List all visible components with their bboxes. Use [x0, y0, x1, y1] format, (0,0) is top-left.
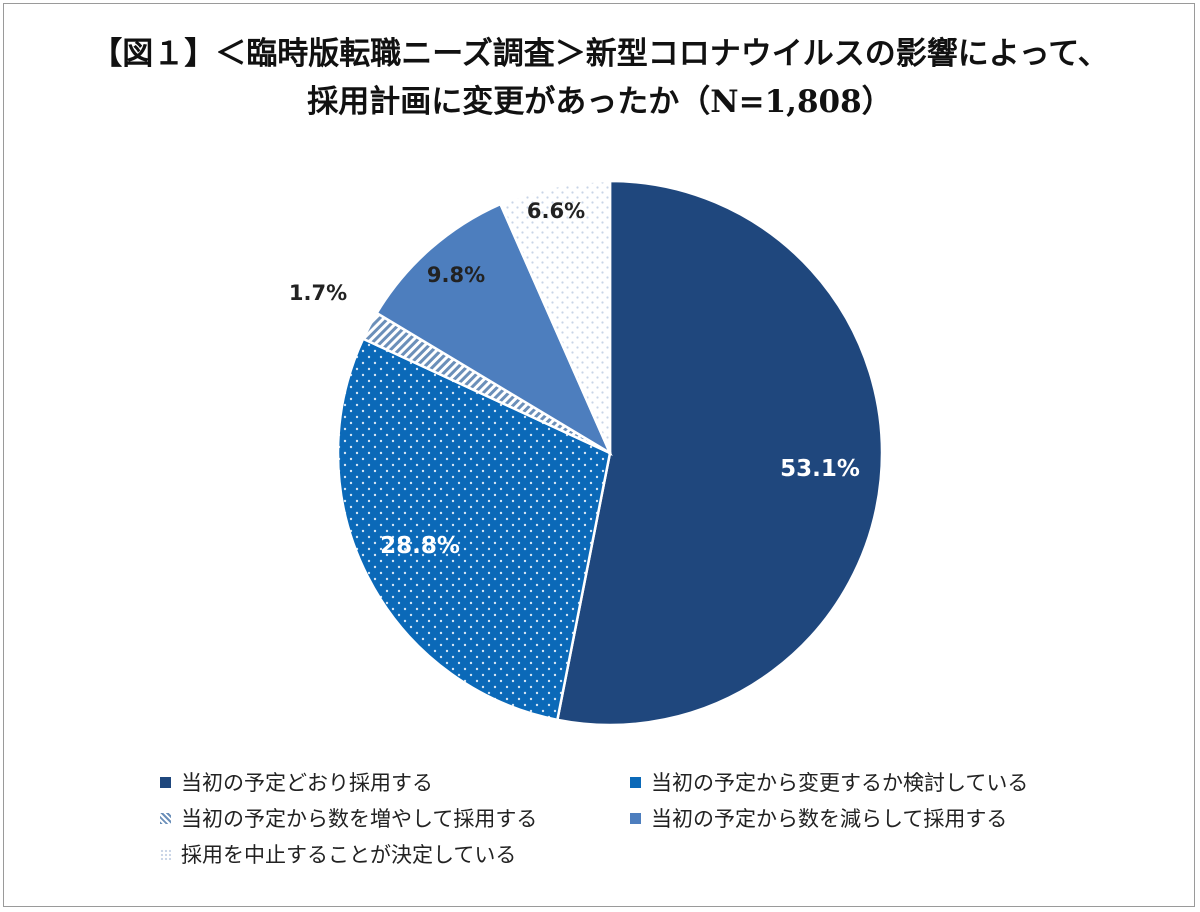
legend-swatch-2	[630, 776, 641, 788]
legend-label-3: 当初の予定から数を増やして採用する	[181, 807, 538, 831]
pie-slices	[336, 179, 884, 727]
legend-label-4: 当初の予定から数を減らして採用する	[651, 807, 1008, 831]
legend-swatch-5	[160, 848, 171, 860]
chart-subtitle: 採用計画に変更があったか（N=1,808）	[307, 84, 893, 120]
legend-item-2: 当初の予定から変更するか検討している	[630, 768, 1080, 796]
pie-slice-5	[498, 179, 612, 454]
pie-data-labels: 53.1% 28.8% 1.7% 9.8% 6.6%	[289, 199, 860, 559]
legend-label-5: 採用を中止することが決定している	[181, 843, 517, 867]
data-label-1: 53.1%	[780, 456, 860, 482]
legend-item-3: 当初の予定から数を増やして採用する	[160, 804, 630, 832]
data-label-5: 6.6%	[527, 199, 585, 223]
legend: 当初の予定どおり採用する 当初の予定から変更するか検討している当初の予定から数を増…	[160, 768, 1080, 868]
legend-item-4: 当初の予定から数を減らして採用する	[630, 804, 1080, 832]
legend-label-1: 当初の予定どおり採用する	[181, 771, 433, 795]
legend-swatch-4	[630, 812, 641, 824]
data-label-4: 9.8%	[427, 263, 485, 287]
legend-swatch-1	[160, 776, 171, 788]
legend-item-1: 当初の予定どおり採用する	[160, 768, 630, 796]
pie-slice-1	[555, 179, 884, 727]
legend-item-5: 採用を中止することが決定している	[160, 840, 630, 868]
pie-slice-2	[336, 337, 612, 722]
legend-label-2: 当初の予定から変更するか検討している	[651, 771, 1029, 795]
data-label-3: 1.7%	[289, 281, 347, 305]
pie-slice-4	[375, 202, 613, 457]
data-label-2: 28.8%	[380, 533, 460, 559]
chart-title: 【図１】＜臨時版転職ニーズ調査＞新型コロナウイルスの影響によって、	[91, 36, 1109, 72]
legend-swatch-3	[160, 812, 171, 824]
